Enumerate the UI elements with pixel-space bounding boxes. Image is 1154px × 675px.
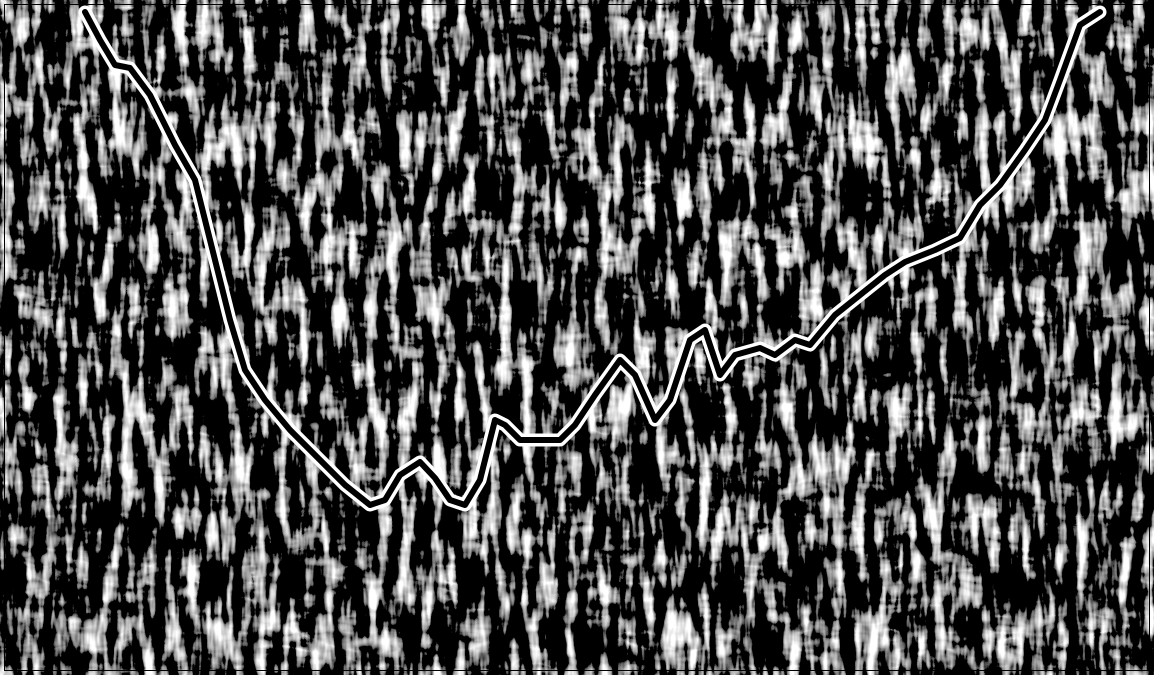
page: Seismic section {} html, body { margin: … xyxy=(0,0,1154,675)
page-body xyxy=(0,0,1154,675)
seismic-image xyxy=(4,4,1150,671)
seismic-view xyxy=(0,0,1154,675)
